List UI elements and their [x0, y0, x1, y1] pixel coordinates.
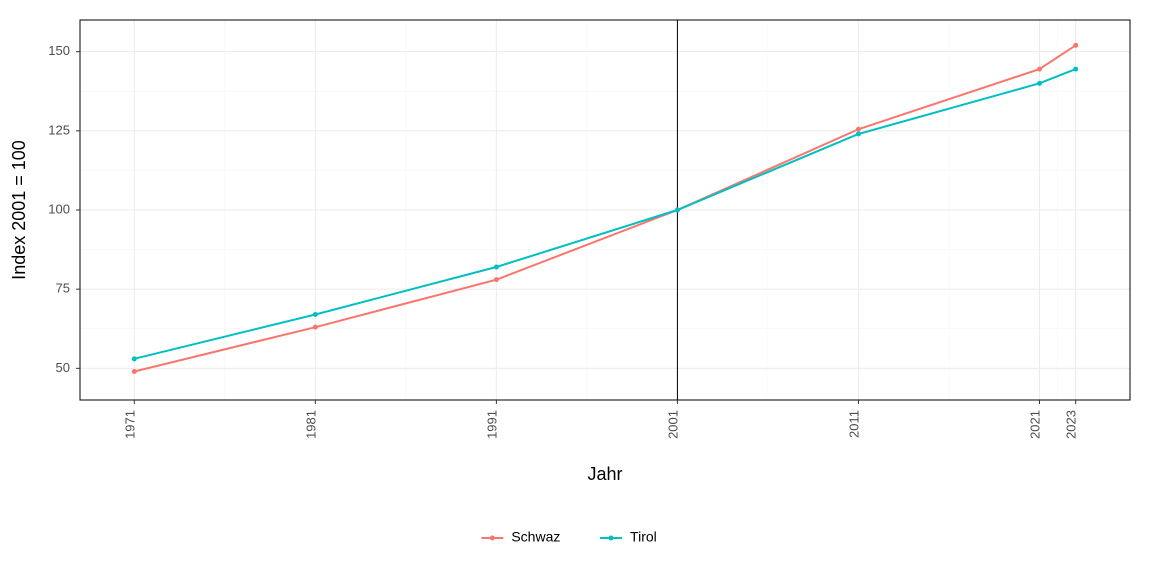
series-point-schwaz — [132, 369, 137, 374]
series-point-tirol — [856, 132, 861, 137]
x-tick-label: 2021 — [1027, 410, 1042, 439]
y-tick-label: 75 — [56, 281, 70, 296]
series-point-schwaz — [1073, 43, 1078, 48]
legend-point-schwaz — [490, 536, 495, 541]
legend-label-tirol: Tirol — [630, 529, 657, 545]
y-axis-title: Index 2001 = 100 — [9, 140, 29, 280]
x-tick-label: 1981 — [303, 410, 318, 439]
series-point-schwaz — [856, 127, 861, 132]
series-point-tirol — [132, 356, 137, 361]
series-point-tirol — [675, 208, 680, 213]
series-point-schwaz — [313, 325, 318, 330]
series-point-schwaz — [494, 277, 499, 282]
y-tick-label: 125 — [48, 122, 70, 137]
series-point-tirol — [1037, 81, 1042, 86]
x-tick-label: 1991 — [484, 410, 499, 439]
y-tick-label: 150 — [48, 43, 70, 58]
line-chart: 50 75 100 125 150 1971 1981 1991 2001 2011 2021 202… — [0, 0, 1152, 576]
legend-label-schwaz: Schwaz — [511, 529, 560, 545]
series-point-tirol — [1073, 67, 1078, 72]
x-tick-label: 1971 — [122, 410, 137, 439]
x-axis-title: Jahr — [587, 464, 622, 484]
series-point-schwaz — [1037, 67, 1042, 72]
y-tick-label: 100 — [48, 201, 70, 216]
series-point-tirol — [313, 312, 318, 317]
series-point-tirol — [494, 265, 499, 270]
x-tick-label: 2001 — [665, 410, 680, 439]
x-tick-label: 2023 — [1064, 410, 1079, 439]
legend-point-tirol — [609, 536, 614, 541]
y-tick-label: 50 — [56, 360, 70, 375]
x-tick-label: 2011 — [846, 410, 861, 438]
chart-container: 50 75 100 125 150 1971 1981 1991 2001 2011 2021 202… — [0, 0, 1152, 576]
